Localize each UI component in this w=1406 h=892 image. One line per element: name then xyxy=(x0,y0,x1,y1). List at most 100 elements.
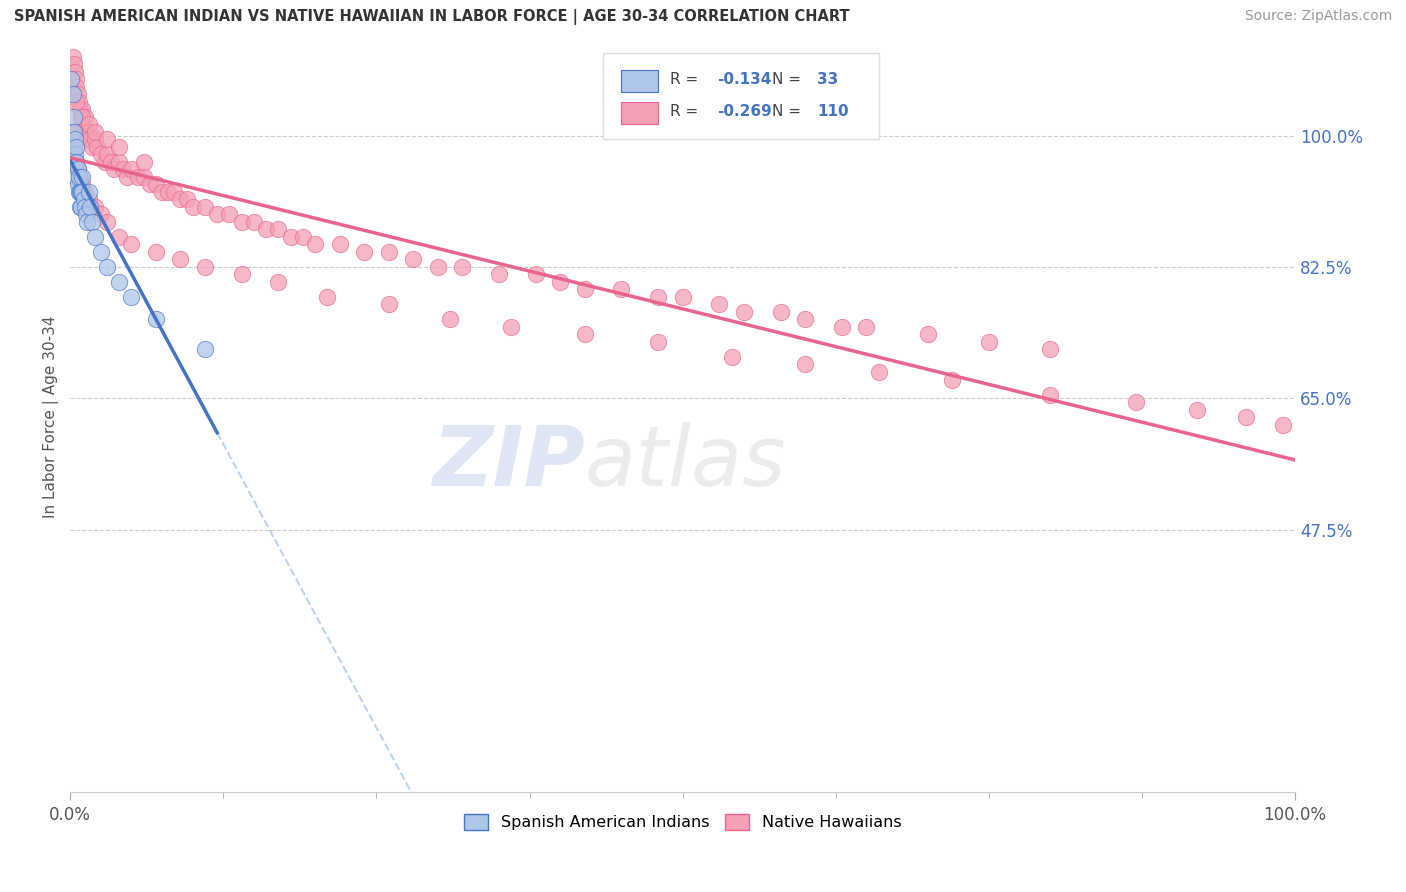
Point xyxy=(63,132,86,146)
Point xyxy=(121,237,143,252)
Point xyxy=(139,178,162,192)
Point xyxy=(66,162,89,177)
Point xyxy=(76,215,98,229)
Text: 110: 110 xyxy=(817,104,849,119)
Text: N =: N = xyxy=(772,71,806,87)
Point xyxy=(63,147,86,161)
Point xyxy=(83,125,105,139)
Point xyxy=(917,327,939,342)
Point xyxy=(501,320,523,334)
Point xyxy=(647,334,669,349)
Text: SPANISH AMERICAN INDIAN VS NATIVE HAWAIIAN IN LABOR FORCE | AGE 30-34 CORRELATIO: SPANISH AMERICAN INDIAN VS NATIVE HAWAII… xyxy=(14,9,849,25)
Point xyxy=(67,169,90,184)
Point xyxy=(73,193,96,207)
Point xyxy=(941,372,963,386)
Text: Source: ZipAtlas.com: Source: ZipAtlas.com xyxy=(1244,9,1392,23)
Point xyxy=(93,154,115,169)
Point xyxy=(329,237,352,252)
Point xyxy=(231,215,253,229)
Point xyxy=(176,193,198,207)
Y-axis label: In Labor Force | Age 30-34: In Labor Force | Age 30-34 xyxy=(44,316,59,518)
Point xyxy=(1039,343,1062,357)
Point xyxy=(69,169,91,184)
Point xyxy=(65,72,87,87)
Point xyxy=(574,282,596,296)
Point xyxy=(77,185,100,199)
Point xyxy=(439,312,461,326)
Point xyxy=(72,103,94,117)
Point xyxy=(86,140,108,154)
Point xyxy=(121,162,143,177)
Point xyxy=(548,275,571,289)
Point xyxy=(1125,395,1147,409)
Point xyxy=(254,222,277,236)
Point xyxy=(62,125,84,139)
Text: ZIP: ZIP xyxy=(432,422,585,502)
Point xyxy=(103,162,125,177)
Point xyxy=(65,95,87,109)
Point xyxy=(316,290,339,304)
Point xyxy=(121,290,143,304)
Text: R =: R = xyxy=(671,71,703,87)
Point xyxy=(62,87,84,102)
Point xyxy=(75,207,97,221)
Point xyxy=(62,50,84,64)
Point xyxy=(132,169,155,184)
Point xyxy=(83,200,105,214)
Point xyxy=(127,169,149,184)
Point xyxy=(96,147,118,161)
Point xyxy=(96,260,118,274)
Point xyxy=(63,125,86,139)
Point xyxy=(108,230,131,244)
Point xyxy=(794,358,817,372)
Point xyxy=(72,110,94,124)
Point xyxy=(267,222,290,236)
Point xyxy=(83,132,105,146)
Point xyxy=(150,185,173,199)
Point xyxy=(66,178,89,192)
Point xyxy=(868,365,890,379)
Point xyxy=(65,154,87,169)
Point xyxy=(72,185,94,199)
Point xyxy=(1185,402,1208,417)
Point xyxy=(70,110,93,124)
Point xyxy=(1234,410,1257,425)
Legend: Spanish American Indians, Native Hawaiians: Spanish American Indians, Native Hawaiia… xyxy=(457,807,908,837)
Point xyxy=(769,305,792,319)
Point xyxy=(169,193,191,207)
Point xyxy=(145,312,167,326)
Point xyxy=(90,207,112,221)
Point xyxy=(108,154,131,169)
FancyBboxPatch shape xyxy=(621,70,658,92)
Point xyxy=(65,154,87,169)
Point xyxy=(205,207,228,221)
Point xyxy=(145,178,167,192)
Point xyxy=(132,154,155,169)
Text: atlas: atlas xyxy=(585,422,786,502)
Point xyxy=(1039,387,1062,401)
Point xyxy=(83,230,105,244)
Point xyxy=(70,185,93,199)
Point xyxy=(145,244,167,259)
Point xyxy=(90,147,112,161)
Point xyxy=(75,125,97,139)
Point xyxy=(647,290,669,304)
Point xyxy=(291,230,314,244)
Text: R =: R = xyxy=(671,104,703,119)
Text: N =: N = xyxy=(772,104,806,119)
Point xyxy=(426,260,449,274)
Point xyxy=(76,132,98,146)
Point xyxy=(77,125,100,139)
Point xyxy=(194,200,217,214)
Point xyxy=(69,200,91,214)
Text: -0.269: -0.269 xyxy=(717,104,772,119)
Point xyxy=(63,110,86,124)
Point xyxy=(451,260,474,274)
Point xyxy=(73,185,96,199)
Text: -0.134: -0.134 xyxy=(717,71,772,87)
Point xyxy=(63,57,86,71)
Point xyxy=(709,297,731,311)
Point xyxy=(72,178,94,192)
Point xyxy=(77,193,100,207)
Point xyxy=(672,290,695,304)
